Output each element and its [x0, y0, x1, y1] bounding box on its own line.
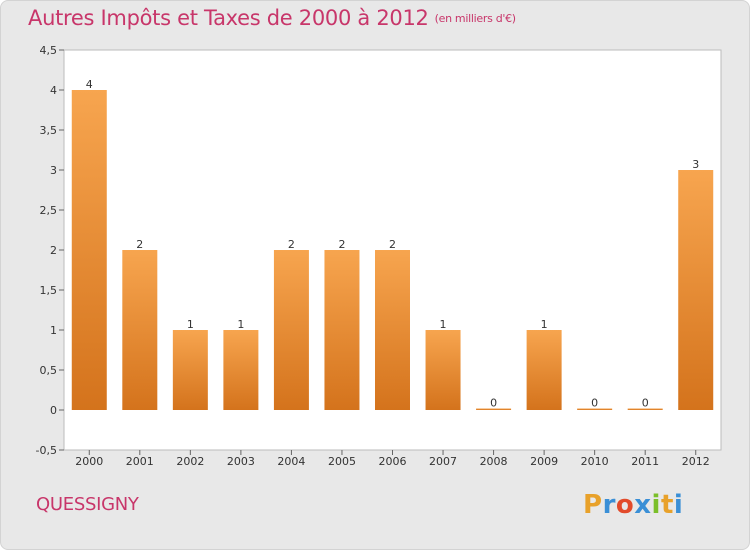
logo-letter: x: [634, 490, 652, 520]
logo-letter: t: [660, 490, 674, 520]
data-label: 1: [187, 318, 194, 331]
data-label: 2: [288, 238, 295, 251]
bar: [172, 330, 208, 410]
x-tick-label: 2000: [75, 455, 103, 468]
city-name: QUESSIGNY: [36, 494, 139, 515]
logo-letter: P: [583, 490, 603, 520]
proxiti-logo: Proxiti: [583, 490, 683, 520]
data-label: 3: [692, 158, 699, 171]
x-tick-label: 2011: [631, 455, 659, 468]
data-label: 1: [237, 318, 244, 331]
bars: [71, 90, 714, 410]
y-tick-label: 1: [50, 324, 57, 337]
x-tick-label: 2012: [682, 455, 710, 468]
y-tick-label: 0,5: [40, 364, 58, 377]
chart-title-text: Autres Impôts et Taxes de 2000 à 2012: [28, 6, 429, 30]
bar: [375, 250, 410, 410]
y-tick-label: 4: [50, 84, 57, 97]
y-tick-label: 4,5: [40, 44, 58, 57]
logo-letter: i: [651, 490, 661, 520]
y-tick-label: -0,5: [36, 444, 57, 457]
bar: [122, 250, 158, 410]
x-tick-label: 2004: [277, 455, 305, 468]
data-label: 0: [490, 397, 497, 410]
chart-title: Autres Impôts et Taxes de 2000 à 2012 (en…: [28, 6, 516, 30]
bar: [577, 408, 613, 410]
data-label: 2: [338, 238, 345, 251]
x-tick-label: 2010: [581, 455, 609, 468]
data-label: 4: [86, 78, 93, 91]
data-label: 0: [642, 397, 649, 410]
logo-letter: i: [673, 490, 684, 520]
x-tick-label: 2009: [530, 455, 558, 468]
x-tick-label: 2005: [328, 455, 356, 468]
x-tick-label: 2001: [126, 455, 154, 468]
logo-letter: o: [615, 490, 635, 520]
y-tick-label: 3: [50, 164, 57, 177]
y-axis: -0,5 0 0,5 1 1,5 2 2,5 3 3,5 4 4,5: [36, 44, 64, 457]
y-tick-label: 3,5: [40, 124, 58, 137]
bar: [627, 408, 663, 410]
data-label: 1: [541, 318, 548, 331]
bar: [678, 170, 714, 410]
x-tick-label: 2007: [429, 455, 457, 468]
bar: [273, 250, 309, 410]
bar: [223, 330, 259, 410]
bar: [324, 250, 360, 410]
bar: [425, 330, 461, 410]
data-label: 2: [389, 238, 396, 251]
logo-letter: r: [602, 490, 616, 520]
data-label: 0: [591, 397, 598, 410]
x-axis: 2000 2001 2002 2003 2004 2005 2006 2007 2008 2009…: [75, 450, 710, 468]
bar: [476, 408, 512, 410]
x-tick-label: 2006: [379, 455, 407, 468]
unit-note: (en milliers d'€): [434, 12, 516, 25]
y-tick-label: 1,5: [40, 284, 58, 297]
data-label: 2: [136, 238, 143, 251]
y-tick-label: 0: [50, 404, 57, 417]
x-tick-label: 2008: [480, 455, 508, 468]
bar: [526, 330, 562, 410]
x-tick-label: 2002: [176, 455, 204, 468]
x-tick-label: 2003: [227, 455, 255, 468]
data-labels: 4 2 1 1 2 2 2 1 0 1 0 0 3: [86, 78, 699, 410]
bar: [71, 90, 107, 410]
y-tick-label: 2,5: [40, 204, 58, 217]
data-label: 1: [440, 318, 447, 331]
y-tick-label: 2: [50, 244, 57, 257]
